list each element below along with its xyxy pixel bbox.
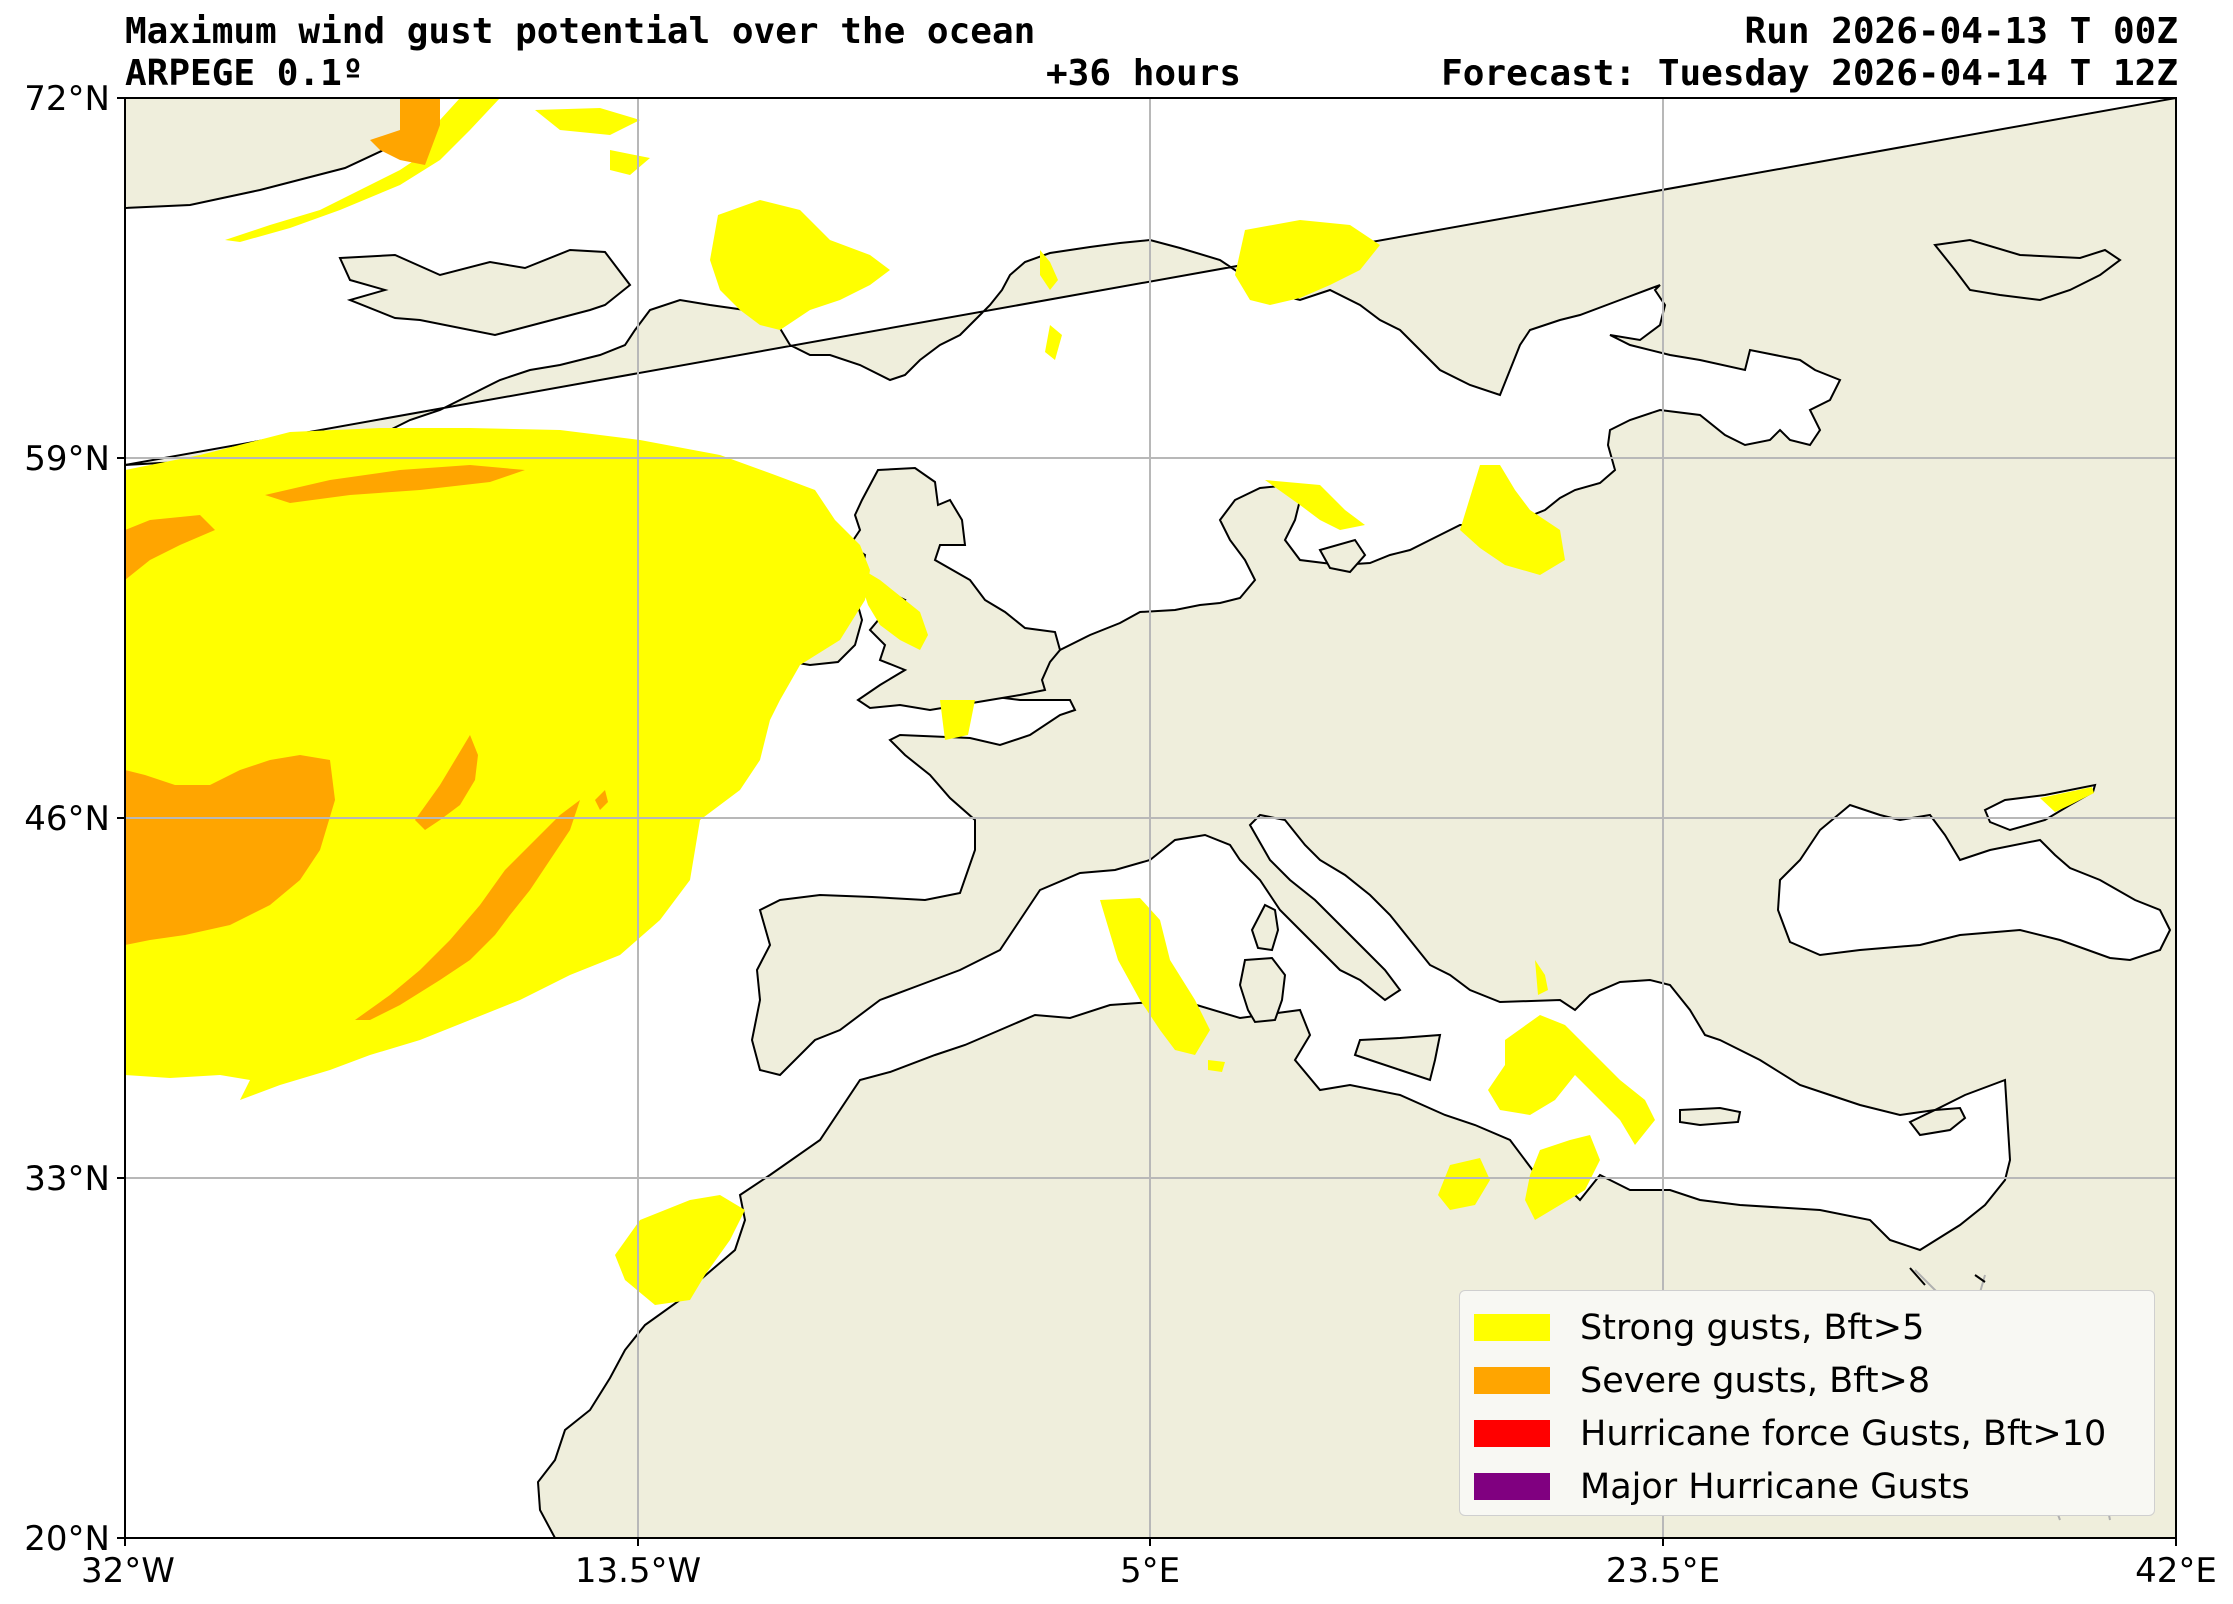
red-sea-coast-dark (1909, 1267, 1986, 1286)
legend-swatch (1474, 1473, 1550, 1500)
gust-area-tyrrhenian-west (1100, 898, 1225, 1072)
legend-label: Strong gusts, Bft>5 (1580, 1307, 1925, 1348)
model-label: ARPEGE 0.1º (125, 53, 364, 94)
lat-tick-label: 59°N (24, 439, 110, 479)
legend-item-strong: Strong gusts, Bft>5 (1474, 1301, 2140, 1354)
gust-overlay (125, 98, 2094, 1305)
lat-tick-label: 33°N (24, 1159, 110, 1199)
gust-area-severe-iceland-north (370, 98, 440, 165)
land-kola-fragment (1933, 238, 2122, 302)
forecast-label: Forecast: Tuesday 2026-04-14 T 12Z (1441, 53, 2178, 94)
gust-area-atlantic-strong (125, 428, 870, 1100)
gust-area-severe-spot (415, 735, 608, 830)
gust-area-greenland-sea (225, 98, 650, 242)
gust-area-severe-north (125, 465, 525, 580)
gust-area-azov (2040, 787, 2094, 812)
run-label: Run 2026-04-13 T 00Z (1744, 11, 2178, 52)
lon-tick-label: 42°E (2135, 1551, 2217, 1591)
legend-label: Hurricane force Gusts, Bft>10 (1580, 1413, 2107, 1454)
land-gotland (1318, 538, 1367, 574)
lat-tick-label: 72°N (24, 79, 110, 119)
legend-item-hurricane: Hurricane force Gusts, Bft>10 (1474, 1407, 2140, 1460)
lon-tick-label: 5°E (1120, 1551, 1180, 1591)
lat-tick-label: 20°N (24, 1519, 110, 1559)
gust-area-irish-sea (855, 565, 975, 740)
land-cyprus (1908, 1106, 1967, 1137)
gust-area-libyan-sea (1438, 1135, 1600, 1220)
gust-area-severe-azores (125, 755, 335, 945)
land-sicily (1353, 1033, 1442, 1082)
lat-tick-label: 46°N (24, 799, 110, 839)
lead-time-label: +36 hours (1046, 53, 1242, 94)
gust-area-ionian (1488, 960, 1655, 1145)
legend-item-major-hurricane: Major Hurricane Gusts (1474, 1460, 2140, 1513)
gust-area-north-norway (1235, 220, 1380, 305)
land-iceland (338, 248, 632, 337)
gust-area-skagerrak (1265, 480, 1365, 530)
map-legend: Strong gusts, Bft>5 Severe gusts, Bft>8 … (1459, 1290, 2155, 1516)
legend-swatch (1474, 1420, 1550, 1447)
land-crete (1679, 1106, 1742, 1127)
gust-area-severe-band (355, 800, 580, 1020)
legend-item-severe: Severe gusts, Bft>8 (1474, 1354, 2140, 1407)
gust-area-canaries (615, 1195, 745, 1305)
legend-swatch (1474, 1367, 1550, 1394)
map-title: Maximum wind gust potential over the oce… (125, 11, 1036, 52)
gust-area-baltic (1460, 465, 1565, 575)
gust-area-norwegian-sea (710, 200, 1062, 360)
legend-swatch (1474, 1314, 1550, 1341)
land-corsica (1250, 903, 1280, 952)
lon-tick-label: 13.5°W (575, 1551, 701, 1591)
lon-tick-label: 32°W (81, 1551, 175, 1591)
tick-marks (117, 97, 2177, 1546)
legend-label: Major Hurricane Gusts (1580, 1466, 1970, 1507)
lon-tick-label: 23.5°E (1606, 1551, 1720, 1591)
legend-label: Severe gusts, Bft>8 (1580, 1360, 1931, 1401)
land-sardinia (1238, 956, 1287, 1024)
